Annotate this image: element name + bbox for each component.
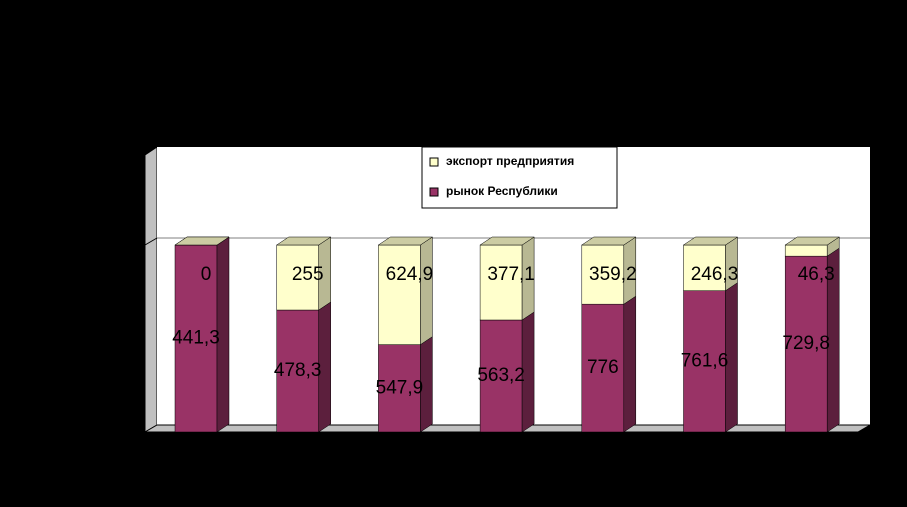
bar-segment	[784, 244, 828, 257]
bar-top	[174, 236, 230, 246]
bar-top	[784, 236, 841, 246]
bar-top	[580, 236, 637, 246]
side-wall	[144, 146, 158, 433]
value-label: 478,3	[274, 360, 322, 381]
value-label: 729,8	[782, 333, 830, 354]
value-label: 441,3	[172, 328, 220, 349]
value-label: 359,2	[589, 264, 637, 285]
legend-label: экспорт предприятия	[446, 154, 574, 168]
value-label: 761,6	[681, 350, 729, 371]
legend-swatch	[429, 187, 439, 197]
value-label: 0	[201, 264, 212, 285]
bar-top	[479, 236, 535, 246]
value-label: 624,9	[386, 264, 434, 285]
bar-segment	[378, 244, 421, 345]
bar-segment	[784, 255, 828, 433]
value-label: 255	[292, 264, 324, 285]
bar-top	[377, 236, 434, 246]
bar-side	[623, 295, 637, 433]
value-label: 776	[587, 357, 619, 378]
value-label: 563,2	[477, 365, 525, 386]
legend-box	[421, 146, 618, 209]
bar-side	[420, 236, 433, 346]
bar-segment	[683, 244, 726, 291]
wall-edge	[144, 237, 158, 246]
bar-segment	[378, 344, 421, 433]
bar-segment	[479, 319, 523, 433]
bar-top	[682, 236, 739, 246]
value-label: 377,1	[487, 264, 535, 285]
value-label: 547,9	[376, 377, 424, 398]
legend: экспорт предприятия рынок Республики	[421, 146, 618, 209]
value-label: 246,3	[691, 264, 739, 285]
bar-segment	[479, 244, 523, 321]
legend-swatch	[429, 157, 439, 167]
bar-segment	[276, 244, 319, 311]
bar-segment	[683, 290, 726, 433]
bar-segment	[581, 303, 625, 433]
bar-top	[275, 236, 332, 246]
legend-label: рынок Республики	[446, 184, 558, 198]
value-label: 46,3	[798, 264, 835, 285]
bar-segment	[174, 244, 218, 433]
bar-segment	[581, 244, 625, 305]
